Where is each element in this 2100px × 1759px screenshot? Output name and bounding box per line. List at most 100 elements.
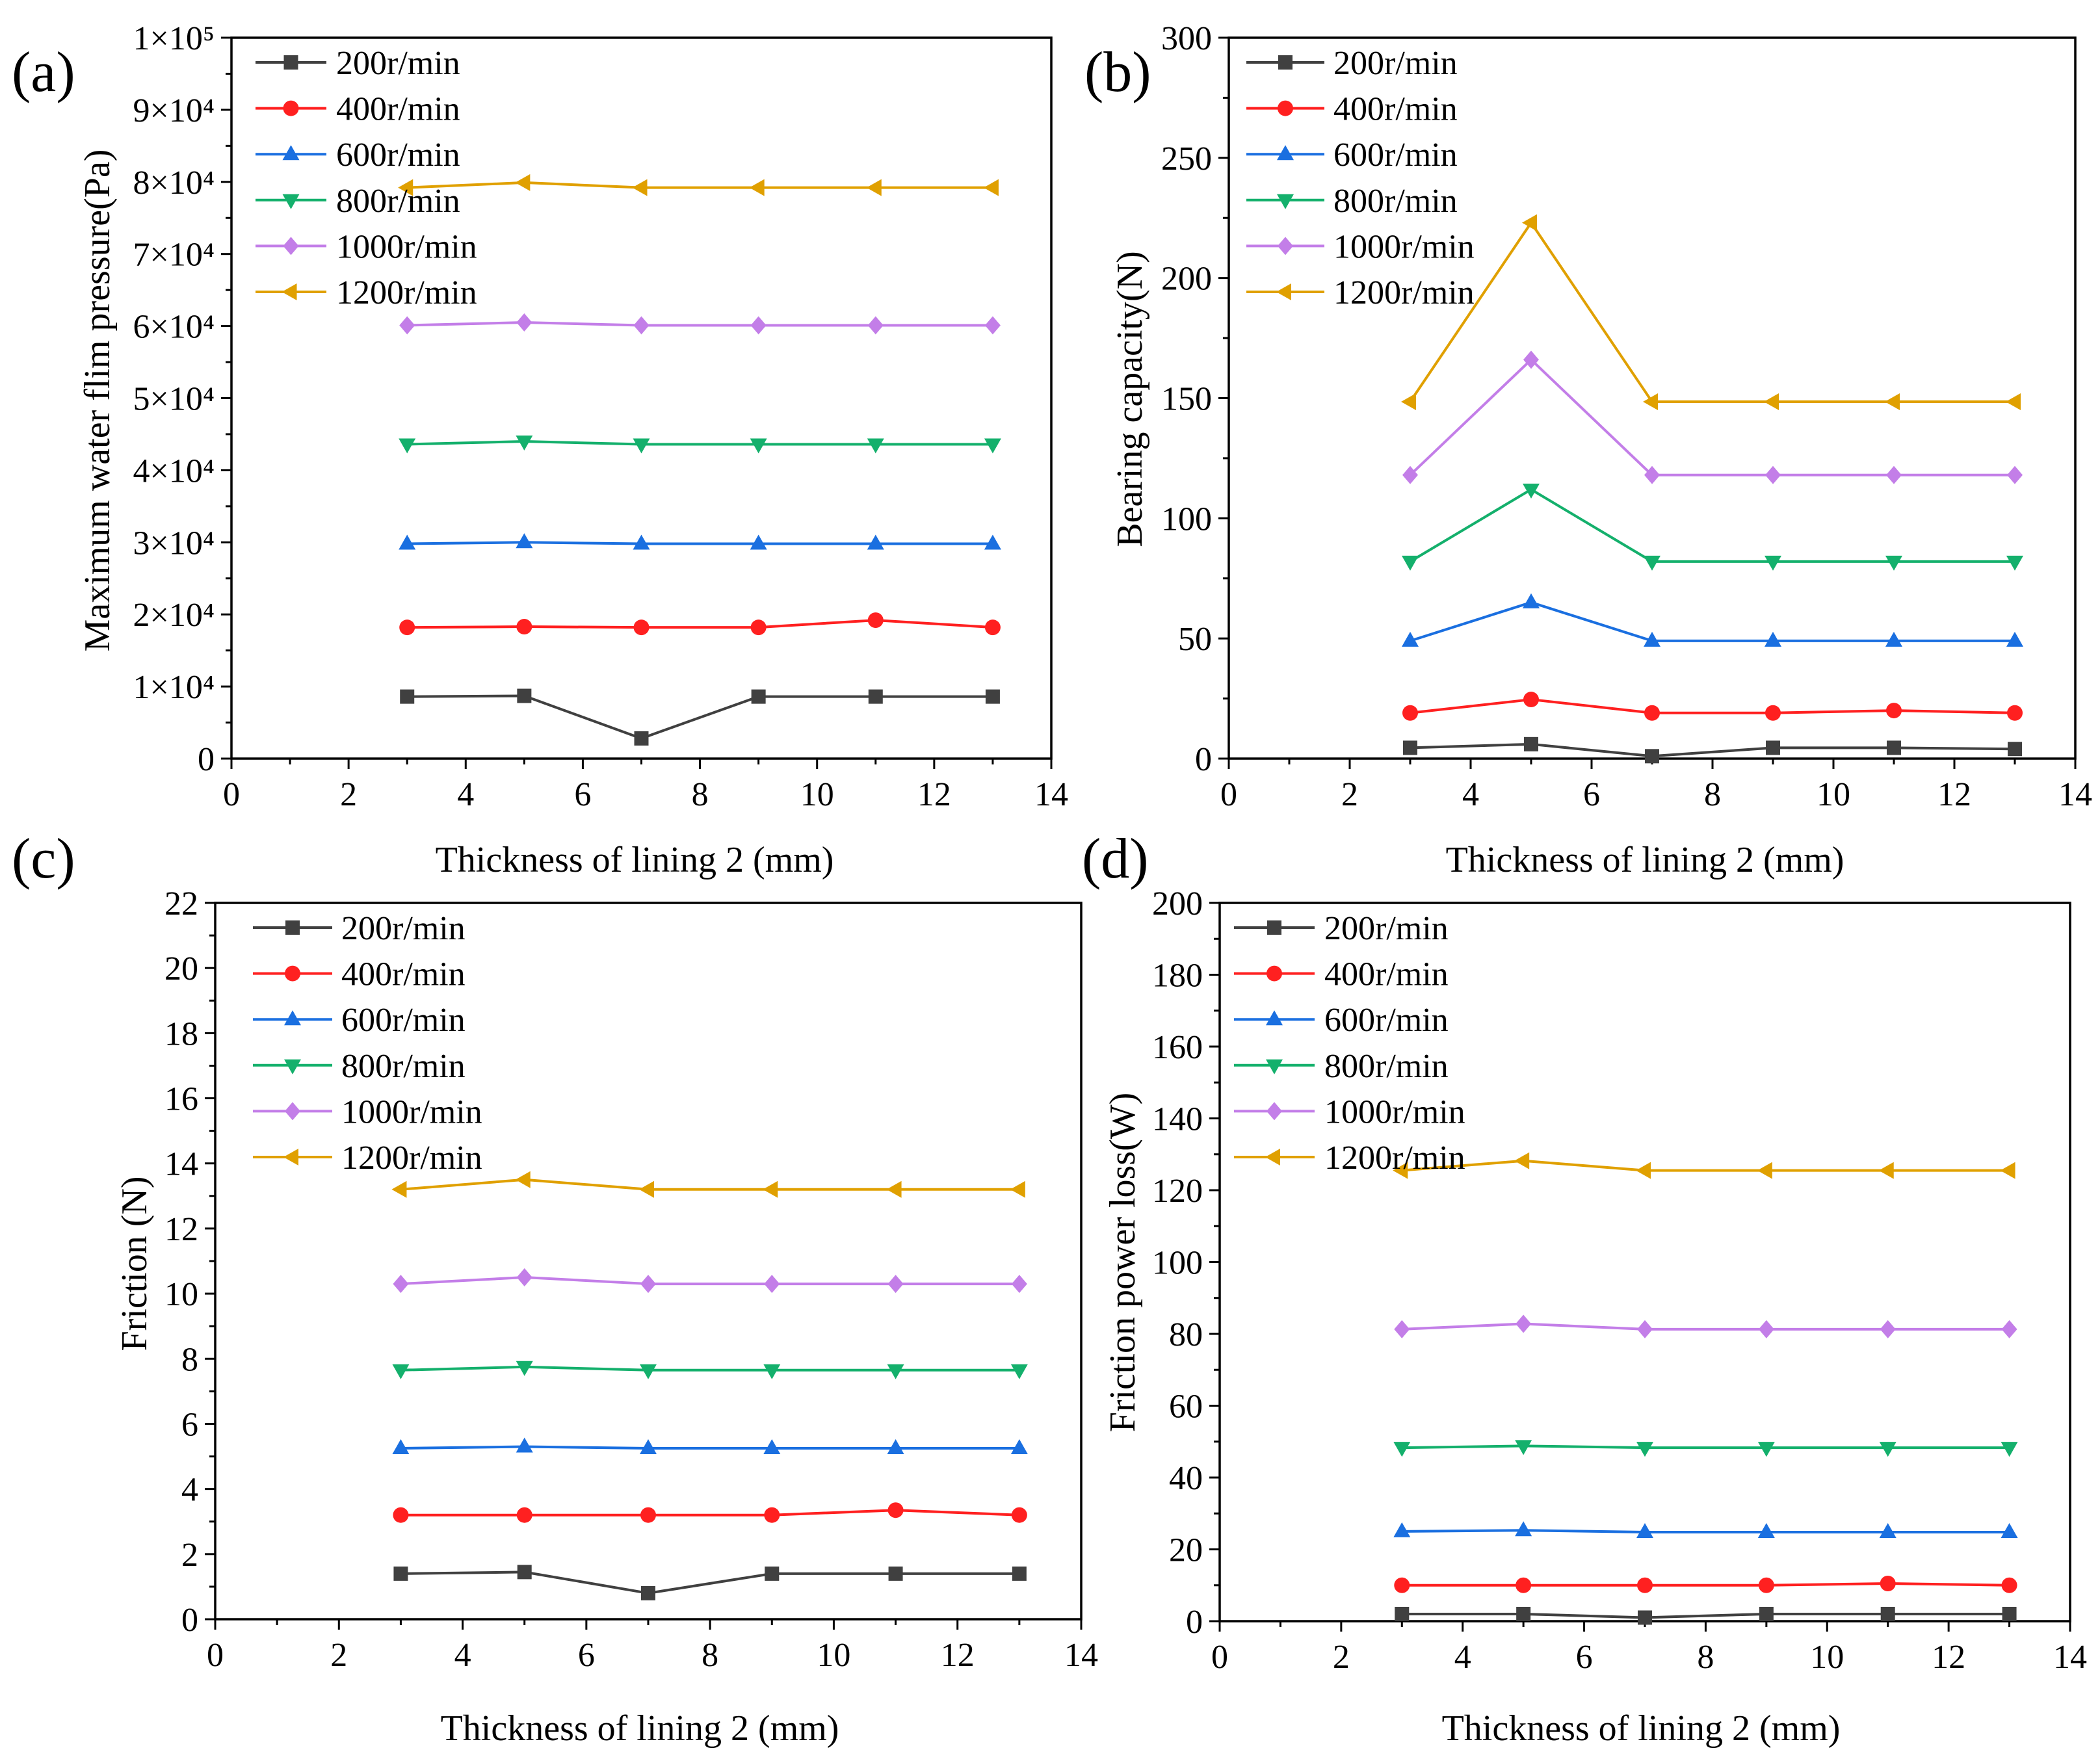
series-group xyxy=(391,1171,1028,1600)
legend: 200r/min 400r/min 600r/min 800r/min 1000r/mi… xyxy=(253,910,482,1177)
legend-label: 1000r/min xyxy=(1333,228,1475,265)
data-point-1200rmin-x11 xyxy=(866,179,882,196)
data-point-400rmin-x13 xyxy=(1011,1507,1027,1523)
y-tick-label: 0 xyxy=(181,1602,198,1639)
legend-label: 200r/min xyxy=(341,910,466,947)
x-axis-label: Thickness of lining 2 (mm) xyxy=(1446,840,1844,880)
legend-label: 1000r/min xyxy=(341,1093,482,1130)
x-tick-label: 12 xyxy=(1937,776,1971,813)
data-point-1200rmin-x7 xyxy=(639,1180,654,1198)
series-line-200rmin xyxy=(1402,1612,2010,1619)
data-point-600rmin-x13 xyxy=(1010,1439,1028,1455)
y-tick-label: 3×10⁴ xyxy=(133,525,215,562)
data-point-1200rmin-x5 xyxy=(515,174,531,191)
data-point-800rmin-x13 xyxy=(984,438,1001,454)
data-point-1000rmin-x3 xyxy=(399,316,415,335)
legend-label: 1200r/min xyxy=(1333,274,1475,311)
data-point-1000rmin-x13 xyxy=(2001,1320,2017,1338)
legend-marker-200rmin xyxy=(1278,55,1293,70)
data-point-1200rmin-x5 xyxy=(1514,1152,1530,1169)
data-point-800rmin-x11 xyxy=(867,438,884,454)
legend-item-200rmin: 200r/min xyxy=(1246,45,1458,82)
data-point-1200rmin-x11 xyxy=(1878,1162,1894,1179)
data-point-1200rmin-x3 xyxy=(398,179,413,196)
data-point-800rmin-x3 xyxy=(392,1364,410,1379)
data-point-1000rmin-x9 xyxy=(764,1275,780,1294)
x-tick-label: 4 xyxy=(457,776,474,813)
x-axis-label: Thickness of lining 2 (mm) xyxy=(1442,1708,1841,1749)
x-tick-label: 0 xyxy=(207,1637,224,1674)
y-tick-label: 2 xyxy=(181,1537,198,1574)
data-point-400rmin-x13 xyxy=(2001,1577,2017,1593)
data-point-600rmin-x11 xyxy=(887,1439,904,1455)
data-point-200rmin-x3 xyxy=(1395,1606,1410,1621)
legend-label: 400r/min xyxy=(1333,91,1458,128)
data-point-800rmin-x13 xyxy=(1010,1364,1028,1379)
data-point-800rmin-x9 xyxy=(1757,1442,1775,1457)
legend-marker-800rmin xyxy=(284,1059,301,1075)
data-point-1000rmin-x7 xyxy=(1637,1320,1653,1338)
data-point-1200rmin-x3 xyxy=(391,1180,407,1198)
x-tick-label: 0 xyxy=(1211,1639,1228,1676)
y-tick-label: 250 xyxy=(1161,140,1212,177)
data-point-1200rmin-x7 xyxy=(632,179,648,196)
data-point-1200rmin-x9 xyxy=(749,179,765,196)
data-point-800rmin-x9 xyxy=(1765,555,1781,571)
data-point-800rmin-x5 xyxy=(1523,483,1540,499)
data-point-1000rmin-x11 xyxy=(867,316,884,335)
legend-item-600rmin: 600r/min xyxy=(256,137,460,174)
y-tick-label: 1×10⁵ xyxy=(133,20,215,57)
data-point-400rmin-x5 xyxy=(1523,692,1539,708)
data-point-1200rmin-x7 xyxy=(1636,1162,1651,1179)
data-point-1200rmin-x11 xyxy=(1885,393,1900,411)
legend-item-800rmin: 800r/min xyxy=(256,183,460,220)
data-point-600rmin-x5 xyxy=(1515,1521,1532,1537)
legend-marker-800rmin xyxy=(1277,194,1294,209)
y-tick-label: 8×10⁴ xyxy=(133,164,215,202)
data-point-200rmin-x7 xyxy=(634,731,649,746)
data-point-400rmin-x5 xyxy=(516,619,532,635)
data-point-1000rmin-x7 xyxy=(633,316,650,335)
y-tick-label: 50 xyxy=(1178,621,1212,658)
series-line-1200rmin xyxy=(407,181,993,189)
legend-label: 1000r/min xyxy=(336,228,477,265)
data-point-200rmin-x3 xyxy=(1403,740,1417,755)
data-point-600rmin-x13 xyxy=(984,534,1001,550)
data-point-800rmin-x7 xyxy=(1636,1442,1653,1457)
data-point-400rmin-x5 xyxy=(516,1507,532,1523)
data-point-200rmin-x3 xyxy=(393,1566,408,1581)
axis-ticks xyxy=(221,36,1053,769)
data-point-200rmin-x5 xyxy=(517,688,532,703)
data-point-1000rmin-x11 xyxy=(887,1275,904,1294)
data-point-200rmin-x11 xyxy=(888,1566,903,1581)
legend-item-200rmin: 200r/min xyxy=(256,45,460,82)
data-point-200rmin-x13 xyxy=(2008,742,2022,757)
data-point-1000rmin-x13 xyxy=(2007,465,2023,484)
y-tick-label: 22 xyxy=(164,885,198,922)
data-point-1200rmin-x3 xyxy=(1393,1162,1408,1179)
legend-label: 800r/min xyxy=(336,183,460,220)
data-point-1000rmin-x11 xyxy=(1886,465,1902,484)
data-point-200rmin-x9 xyxy=(751,689,766,704)
data-point-800rmin-x3 xyxy=(1402,555,1419,571)
x-tick-label: 4 xyxy=(454,1637,471,1674)
legend-marker-200rmin xyxy=(285,920,300,935)
data-point-1000rmin-x7 xyxy=(640,1275,656,1294)
legend-item-400rmin: 400r/min xyxy=(1234,956,1449,993)
y-tick-label: 120 xyxy=(1152,1173,1203,1210)
data-point-200rmin-x5 xyxy=(517,1565,532,1580)
legend-label: 600r/min xyxy=(336,137,460,174)
series-line-800rmin xyxy=(407,440,993,446)
data-point-800rmin-x11 xyxy=(1885,555,1902,571)
data-point-600rmin-x11 xyxy=(1885,631,1902,647)
data-point-600rmin-x5 xyxy=(1523,593,1540,608)
legend-item-200rmin: 200r/min xyxy=(1234,910,1449,947)
panel-label: (c) xyxy=(12,827,75,891)
data-point-200rmin-x3 xyxy=(400,689,415,704)
legend-label: 200r/min xyxy=(336,45,460,82)
y-tick-label: 20 xyxy=(1169,1532,1203,1569)
data-point-200rmin-x5 xyxy=(1524,736,1538,751)
y-tick-label: 12 xyxy=(164,1211,198,1248)
x-tick-label: 14 xyxy=(1064,1637,1098,1674)
data-point-1000rmin-x3 xyxy=(1394,1320,1410,1338)
